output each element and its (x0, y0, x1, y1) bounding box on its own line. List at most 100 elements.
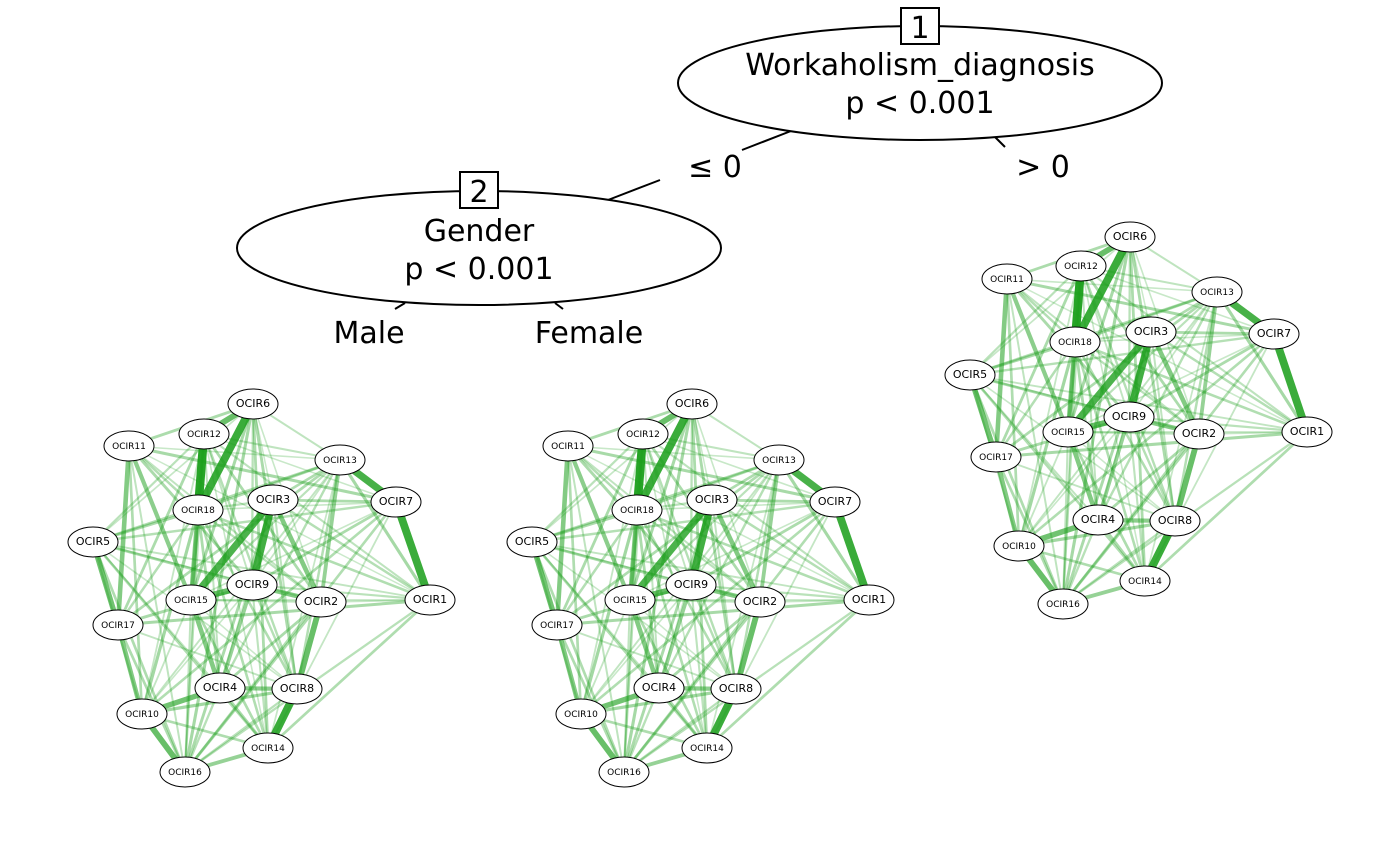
node-label: OCIR2 (1182, 427, 1216, 440)
node-label: OCIR10 (1002, 542, 1036, 552)
node-ocir13: OCIR13 (754, 445, 804, 475)
node-ocir11: OCIR11 (104, 431, 154, 461)
node-label: OCIR13 (323, 456, 357, 466)
node-label: OCIR8 (280, 682, 314, 695)
edge-label-gt-0: > 0 (1016, 150, 1070, 185)
node-ocir15: OCIR15 (1043, 417, 1093, 447)
node-label: OCIR4 (203, 681, 237, 694)
node-ocir10: OCIR10 (556, 699, 606, 729)
node-label: OCIR7 (818, 495, 852, 508)
node-1-id: 1 (910, 11, 929, 46)
node-ocir1: OCIR1 (844, 585, 894, 615)
node-ocir12: OCIR12 (618, 419, 668, 449)
node-label: OCIR17 (979, 453, 1013, 463)
connector-2-left (395, 303, 405, 309)
node-ocir7: OCIR7 (810, 487, 860, 517)
edge-OCIR1-OCIR13 (1217, 292, 1307, 432)
node-label: OCIR13 (762, 456, 796, 466)
node-ocir17: OCIR17 (93, 610, 143, 640)
node-ocir5: OCIR5 (68, 527, 118, 557)
node-label: OCIR3 (256, 493, 290, 506)
node-label: OCIR16 (168, 768, 202, 778)
node-label: OCIR10 (564, 710, 598, 720)
node-label: OCIR9 (1112, 410, 1146, 423)
node-label: OCIR1 (1290, 425, 1324, 438)
edge-label-female: Female (535, 316, 643, 351)
node-label: OCIR16 (607, 768, 641, 778)
node-ocir16: OCIR16 (1038, 589, 1088, 619)
node-2-variable: Gender (424, 214, 535, 249)
node-ocir6: OCIR6 (667, 389, 717, 419)
node-label: OCIR6 (236, 397, 270, 410)
node-ocir10: OCIR10 (994, 531, 1044, 561)
node-ocir9: OCIR9 (666, 570, 716, 600)
network-panel-female: OCIR1 OCIR2 OCIR3 OCIR4 OCIR5 OCIR6 OCIR7 OCIR8… (507, 389, 894, 787)
node-label: OCIR17 (101, 621, 135, 631)
node-ocir5: OCIR5 (945, 360, 995, 390)
node-label: OCIR5 (515, 535, 549, 548)
node-1-variable: Workaholism_diagnosis (745, 48, 1094, 83)
edge-OCIR1-OCIR13 (340, 460, 430, 600)
node-label: OCIR9 (674, 578, 708, 591)
node-ocir7: OCIR7 (371, 487, 421, 517)
node-ocir3: OCIR3 (687, 485, 737, 515)
node-ocir10: OCIR10 (117, 699, 167, 729)
node-2-id: 2 (469, 175, 488, 210)
node-ocir11: OCIR11 (543, 431, 593, 461)
node-label: OCIR14 (251, 744, 285, 754)
node-ocir18: OCIR18 (173, 495, 223, 525)
node-label: OCIR3 (1134, 325, 1168, 338)
node-label: OCIR9 (235, 578, 269, 591)
node-ocir1: OCIR1 (1282, 417, 1332, 447)
node-ocir14: OCIR14 (1120, 566, 1170, 596)
node-ocir2: OCIR2 (1174, 419, 1224, 449)
node-label: OCIR12 (187, 430, 221, 440)
edge-OCIR1-OCIR13 (779, 460, 869, 600)
connector-2-right (555, 303, 563, 309)
network-panel-gt-0: OCIR1OCIR2OCIR3OCIR4OCIR5OCIR6OCIR7OCIR8… (945, 222, 1332, 619)
node-ocir6: OCIR6 (1105, 222, 1155, 252)
node-label: OCIR11 (112, 442, 146, 452)
node-ocir18: OCIR18 (1050, 327, 1100, 357)
node-ocir13: OCIR13 (315, 445, 365, 475)
node-label: OCIR8 (1158, 514, 1192, 527)
node-ocir12: OCIR12 (1056, 251, 1106, 281)
connector-1-left-lower (608, 180, 660, 200)
node-label: OCIR8 (719, 682, 753, 695)
node-label: OCIR10 (125, 710, 159, 720)
node-label: OCIR15 (1051, 428, 1085, 438)
node-label: OCIR4 (1081, 513, 1115, 526)
node-ocir17: OCIR17 (532, 610, 582, 640)
node-1-p-value: p < 0.001 (845, 86, 994, 121)
connector-1-left-upper (742, 131, 791, 150)
inner-node-2: 2 Gender p < 0.001 (237, 172, 721, 305)
node-label: OCIR12 (626, 430, 660, 440)
node-ocir3: OCIR3 (248, 485, 298, 515)
node-label: OCIR1 (413, 593, 447, 606)
node-ocir2: OCIR2 (735, 587, 785, 617)
node-label: OCIR14 (690, 744, 724, 754)
node-ocir14: OCIR14 (243, 733, 293, 763)
node-label: OCIR1 (852, 593, 886, 606)
edge-label-le-0: ≤ 0 (688, 150, 742, 185)
node-label: OCIR15 (174, 596, 208, 606)
node-label: OCIR4 (642, 681, 676, 694)
node-label: OCIR13 (1200, 288, 1234, 298)
edge-OCIR16-OCIR17 (557, 625, 624, 772)
edge-OCIR11-OCIR17 (118, 446, 129, 625)
edge-OCIR16-OCIR17 (996, 457, 1063, 604)
node-ocir9: OCIR9 (227, 570, 277, 600)
node-ocir5: OCIR5 (507, 527, 557, 557)
node-ocir14: OCIR14 (682, 733, 732, 763)
node-ocir9: OCIR9 (1104, 402, 1154, 432)
node-ocir17: OCIR17 (971, 442, 1021, 472)
node-ocir3: OCIR3 (1126, 317, 1176, 347)
node-label: OCIR18 (620, 506, 654, 516)
node-ocir15: OCIR15 (166, 585, 216, 615)
node-label: OCIR14 (1128, 577, 1162, 587)
edge-OCIR16-OCIR17 (118, 625, 185, 772)
node-ocir6: OCIR6 (228, 389, 278, 419)
node-ocir18: OCIR18 (612, 495, 662, 525)
node-ocir4: OCIR4 (1073, 505, 1123, 535)
